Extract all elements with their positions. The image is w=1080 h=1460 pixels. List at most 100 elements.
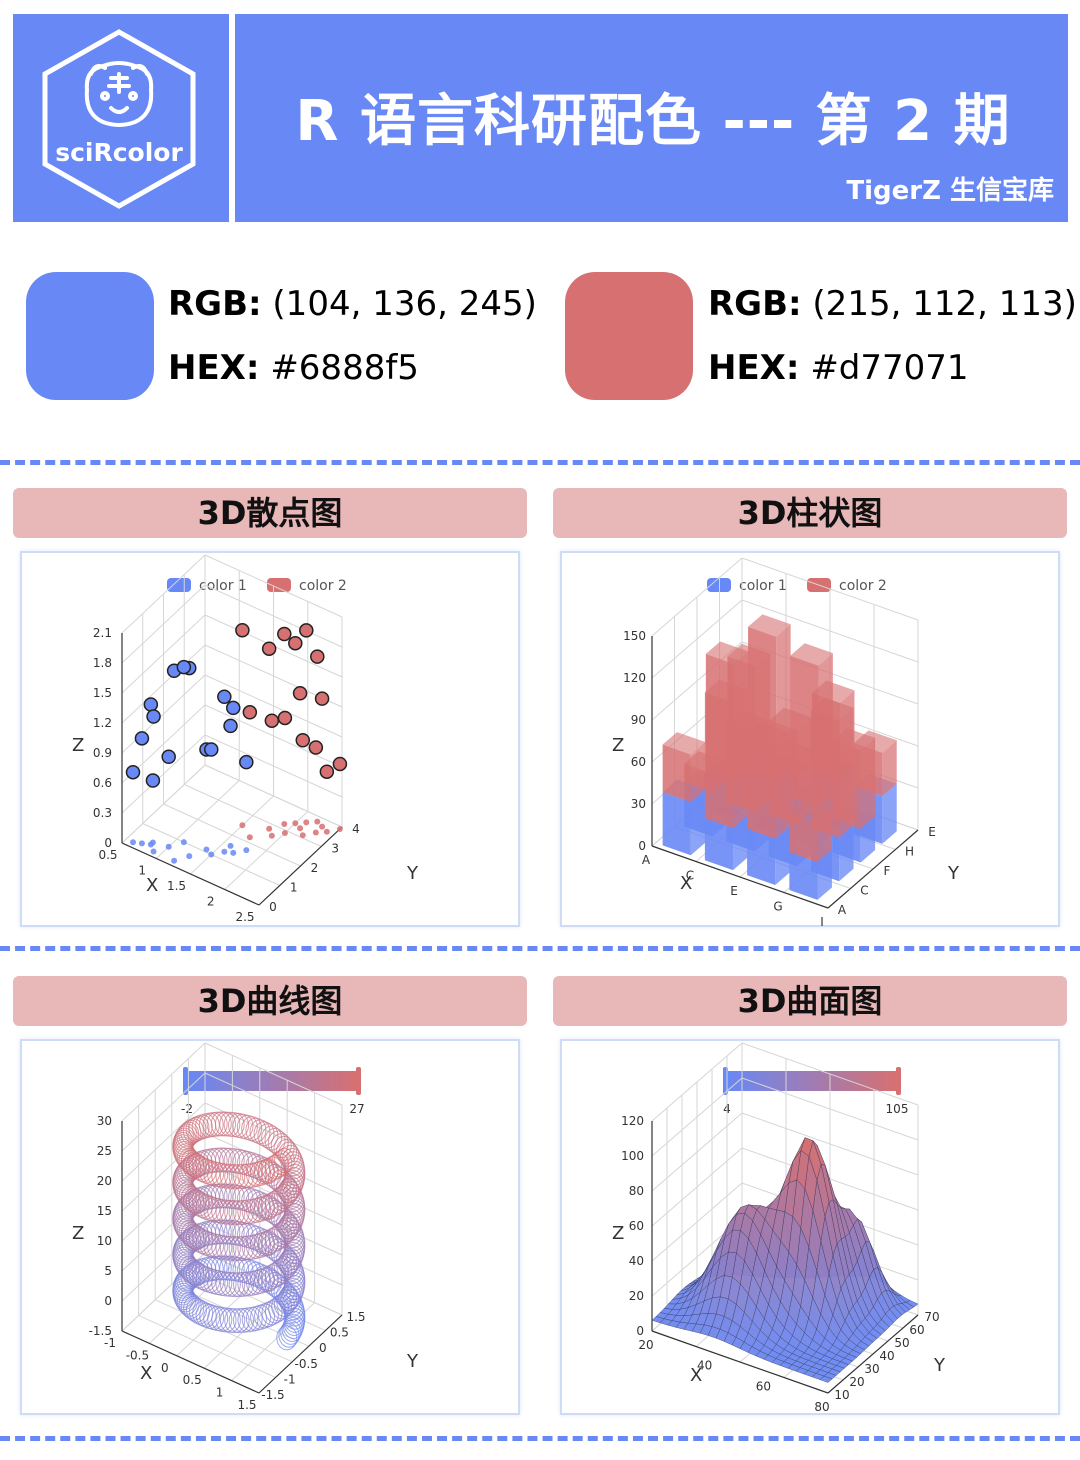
bar-color2 [790, 643, 833, 666]
helix-ring [219, 1307, 241, 1333]
helix-ring [264, 1127, 286, 1153]
helix-ring [254, 1303, 276, 1329]
z-tick-label: 0.6 [93, 776, 112, 790]
legend-label: color 2 [839, 578, 887, 594]
page-subtitle: TigerZ 生信宝库 [846, 176, 1054, 206]
x-tick-label: -0.5 [126, 1348, 149, 1362]
x-axis-line [651, 845, 829, 909]
scatter-shadow-point [221, 848, 228, 855]
helix-ring [281, 1244, 303, 1270]
bar-color2 [662, 732, 706, 755]
y-tick-label: 60 [909, 1323, 924, 1337]
bar-color1 [817, 849, 832, 900]
z-tick-label: 60 [631, 755, 646, 769]
z-tick-label: 30 [97, 1114, 112, 1128]
y-axis-line [827, 829, 919, 909]
scatter-shadow-point [297, 825, 304, 832]
z-tick-label: 80 [629, 1184, 644, 1198]
bar-color2 [747, 735, 776, 839]
helix-ring [173, 1141, 195, 1167]
scatter-3d-chart: color 1 color 20.511.522.50123400.30.60.9… [72, 554, 419, 924]
helix-ring [281, 1280, 303, 1306]
y-tick-label: 1.5 [346, 1310, 365, 1324]
y-tick-label: E [928, 825, 936, 839]
helix-ring [254, 1159, 276, 1185]
z-tick-label: 0 [104, 836, 112, 850]
z-axis-name: Z [72, 1223, 84, 1244]
y-axis-line [258, 826, 343, 906]
bar-color2 [690, 742, 706, 803]
helix-ring [175, 1179, 197, 1205]
surface-panel-title: 3D曲面图 [553, 976, 1067, 1026]
helix-ring [215, 1307, 237, 1333]
y-axis-name: Y [406, 1351, 419, 1372]
helix-ring [276, 1138, 298, 1164]
scatter-point [332, 756, 348, 772]
logo: sciRcolor [35, 26, 203, 212]
x-tick-label: 2 [207, 895, 215, 909]
scatter-point [242, 705, 258, 720]
z-axis-name: Z [612, 1223, 624, 1244]
z-tick-label: 20 [629, 1289, 644, 1303]
y-tick-label: 40 [879, 1349, 894, 1363]
z-tick-label: 2.1 [93, 626, 112, 640]
color-swatch-blue [26, 272, 154, 400]
x-tick-label: 1.5 [237, 1398, 256, 1412]
bar-color2 [810, 697, 854, 721]
bar-color2 [860, 738, 876, 829]
helix-ring [224, 1236, 246, 1262]
helix-ring [271, 1150, 293, 1176]
hex-label: HEX: [708, 348, 800, 388]
helix-ring [224, 1200, 246, 1226]
scatter-shadow-point [246, 834, 253, 841]
scatter-shadow-point [165, 843, 172, 850]
y-tick-label: A [838, 903, 847, 917]
scatter-shadow-point [138, 840, 145, 847]
bar-color2 [704, 692, 734, 829]
z-axis-name: Z [612, 735, 624, 756]
z-tick-label: 120 [623, 671, 646, 685]
scatter-shadow-point [203, 846, 210, 853]
hex-value: #d77071 [810, 348, 969, 388]
scatter-point [223, 718, 238, 734]
helix-ring [271, 1258, 293, 1284]
scatter-shadow-point [243, 847, 250, 854]
scatter-point [146, 709, 161, 724]
scatter-shadow-point [336, 825, 343, 832]
grid-line [121, 1072, 206, 1152]
y-tick-label: -1 [284, 1372, 296, 1386]
helix-ring [219, 1235, 241, 1261]
grid-line [188, 1268, 326, 1332]
scatter-point [161, 749, 176, 765]
bar-chart-panel: color 1 color 2 A C E G I A C F H E 0 30 60 90 120 150 X Y Z [560, 551, 1060, 929]
z-tick-label: 60 [629, 1219, 644, 1233]
colorbar-max-label: 105 [886, 1102, 909, 1116]
helix-ring [215, 1163, 237, 1189]
scatter-shadow-point [312, 829, 319, 836]
y-tick-label: 50 [894, 1336, 909, 1350]
scatter-point [145, 773, 161, 788]
scatter-point [310, 649, 325, 664]
x-axis-name: X [140, 1363, 152, 1384]
x-tick-label: E [730, 884, 738, 898]
helix-ring [219, 1199, 241, 1225]
scatter-shadow-point [230, 849, 237, 856]
x-axis-name: X [146, 875, 158, 896]
helix-ring [178, 1219, 200, 1245]
grid-line [121, 1102, 206, 1182]
z-tick-label: 15 [97, 1204, 112, 1218]
z-tick-label: 10 [97, 1234, 112, 1248]
helix-ring [185, 1225, 207, 1251]
x-tick-label: 1 [216, 1386, 224, 1400]
x-tick-label: 80 [814, 1400, 829, 1414]
colorbar-handle-max [356, 1067, 361, 1095]
x-axis-name: X [680, 873, 692, 894]
helix-ring [185, 1153, 207, 1179]
helix-ring [178, 1147, 200, 1173]
helix-ring [173, 1213, 195, 1239]
scatter-point [319, 764, 335, 779]
helix-ring [273, 1255, 295, 1281]
scatter-chart-panel: color 1 color 2 0.5 1 1.5 2 2.5 0 1 2 3 4 0 0.3 0.6 0.9… [20, 551, 520, 927]
bar-color2 [704, 679, 748, 703]
